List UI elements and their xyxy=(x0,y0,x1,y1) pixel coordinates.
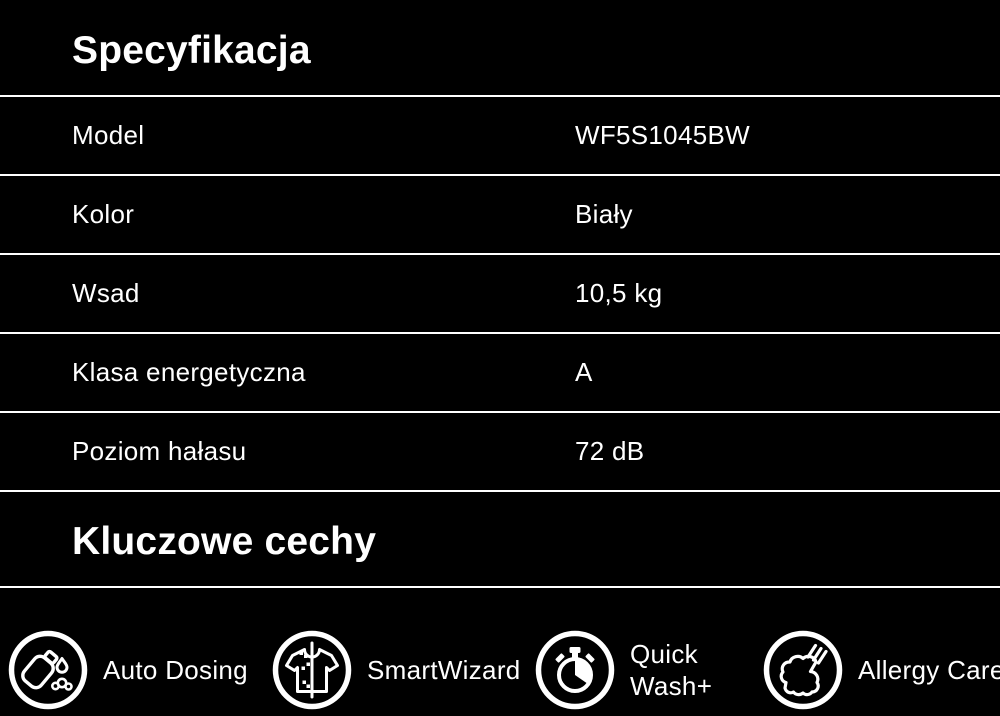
feature-label: Quick Wash+ xyxy=(630,639,713,701)
feature-smartwizard: SmartWizard xyxy=(272,630,521,710)
features-section-header: Kluczowe cechy xyxy=(0,492,1000,588)
spec-value: 10,5 kg xyxy=(575,278,663,308)
spec-value: Biały xyxy=(575,199,633,229)
spec-row-capacity: Wsad 10,5 kg xyxy=(0,255,1000,334)
smartwizard-icon xyxy=(272,630,352,710)
feature-quick-wash-plus: Quick Wash+ xyxy=(535,630,730,710)
spec-value: A xyxy=(575,357,593,387)
spec-label: Wsad xyxy=(72,278,140,308)
spec-value: WF5S1045BW xyxy=(575,120,750,150)
spec-label: Model xyxy=(72,120,145,150)
spec-section-title: Specyfikacja xyxy=(72,28,311,72)
quick-wash-plus-icon xyxy=(535,630,615,710)
spec-row-noise-level: Poziom hałasu 72 dB xyxy=(0,413,1000,492)
spec-label: Klasa energetyczna xyxy=(72,357,306,387)
feature-label: SmartWizard xyxy=(367,655,521,685)
spec-row-color: Kolor Biały xyxy=(0,176,1000,255)
feature-label: Auto Dosing xyxy=(103,655,248,685)
spec-row-energy-class: Klasa energetyczna A xyxy=(0,334,1000,413)
allergy-care-icon xyxy=(763,630,843,710)
feature-auto-dosing: Auto Dosing xyxy=(8,630,248,710)
feature-label: Allergy Care xyxy=(858,655,1000,685)
spec-section-header: Specyfikacja xyxy=(0,0,1000,97)
features-section-title: Kluczowe cechy xyxy=(72,520,377,563)
key-features-row: Auto Dosing SmartW xyxy=(0,588,1000,715)
spec-row-model: Model WF5S1045BW xyxy=(0,97,1000,176)
spec-value: 72 dB xyxy=(575,436,645,466)
spec-label: Poziom hałasu xyxy=(72,436,247,466)
spec-label: Kolor xyxy=(72,199,135,229)
auto-dosing-icon xyxy=(8,630,88,710)
feature-allergy-care: Allergy Care xyxy=(763,630,1000,710)
